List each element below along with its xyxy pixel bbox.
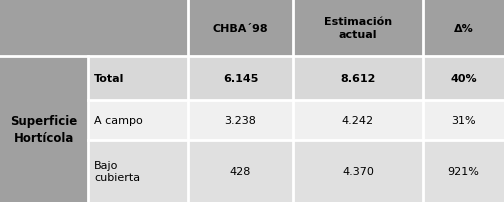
Bar [188, 140, 293, 202]
Bar [423, 101, 504, 140]
Bar [88, 140, 188, 202]
Bar [188, 0, 293, 57]
Bar [0, 140, 88, 202]
Text: 6.145: 6.145 [223, 74, 258, 84]
Bar [0, 101, 88, 140]
Text: Estimación
actual: Estimación actual [324, 17, 392, 40]
Bar [423, 57, 504, 101]
Bar [188, 57, 293, 101]
Bar [293, 101, 423, 140]
Bar [293, 140, 423, 202]
Bar [293, 57, 423, 101]
Text: 4.242: 4.242 [342, 115, 374, 125]
Bar [0, 57, 88, 101]
Text: CHBA´98: CHBA´98 [213, 23, 268, 33]
Text: 40%: 40% [450, 74, 477, 84]
Bar [88, 101, 188, 140]
Bar [188, 101, 293, 140]
Bar [293, 0, 423, 57]
Text: Bajo
cubierta: Bajo cubierta [94, 160, 140, 182]
Bar [0, 0, 188, 57]
Bar [423, 140, 504, 202]
Text: Total: Total [94, 74, 124, 84]
Text: 428: 428 [230, 166, 251, 176]
Text: 31%: 31% [451, 115, 476, 125]
Bar [423, 0, 504, 57]
Bar [88, 57, 188, 101]
Text: 4.370: 4.370 [342, 166, 374, 176]
Text: 3.238: 3.238 [225, 115, 257, 125]
Text: A campo: A campo [94, 115, 143, 125]
Text: Δ%: Δ% [454, 23, 473, 33]
Text: Superficie
Hortícola: Superficie Hortícola [11, 114, 78, 145]
Text: 8.612: 8.612 [340, 74, 375, 84]
Text: 921%: 921% [448, 166, 479, 176]
